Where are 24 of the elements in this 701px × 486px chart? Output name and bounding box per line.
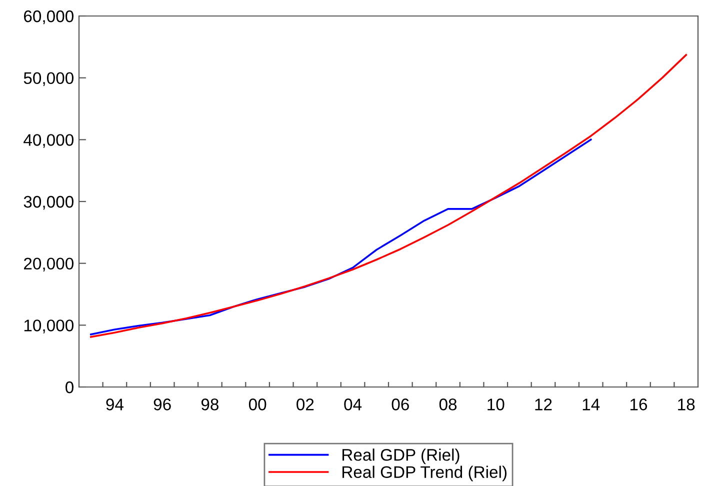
y-tick-label: 0 <box>66 381 74 394</box>
y-tick-label: 20,000 <box>24 258 74 272</box>
x-tick-label: 08 <box>439 398 457 410</box>
y-tick-label: 40,000 <box>24 134 74 148</box>
y-tick-label: 10,000 <box>24 320 74 334</box>
y-tick-label: 50,000 <box>24 72 74 86</box>
line-series <box>90 138 592 336</box>
x-tick-label: 02 <box>296 398 314 410</box>
x-tick-label: 98 <box>201 398 218 410</box>
legend-label: Real GDP Trend (Riel) <box>342 466 507 482</box>
x-tick-label: 00 <box>248 398 266 410</box>
x-tick-label: 96 <box>154 398 171 410</box>
legend-label: Real GDP (Riel) <box>342 448 460 464</box>
x-tick-label: 06 <box>392 398 409 410</box>
x-tick-label: 14 <box>582 398 600 410</box>
y-tick-label: 30,000 <box>24 196 74 210</box>
x-tick-label: 12 <box>535 398 552 410</box>
x-tick-label: 16 <box>630 398 648 410</box>
y-tick-label: 60,000 <box>24 10 74 24</box>
x-tick-label: 04 <box>344 398 362 410</box>
x-tick-label: 10 <box>488 398 504 410</box>
x-tick-label: 94 <box>106 398 124 410</box>
line-series <box>90 54 687 338</box>
x-tick-label: 18 <box>678 398 695 410</box>
